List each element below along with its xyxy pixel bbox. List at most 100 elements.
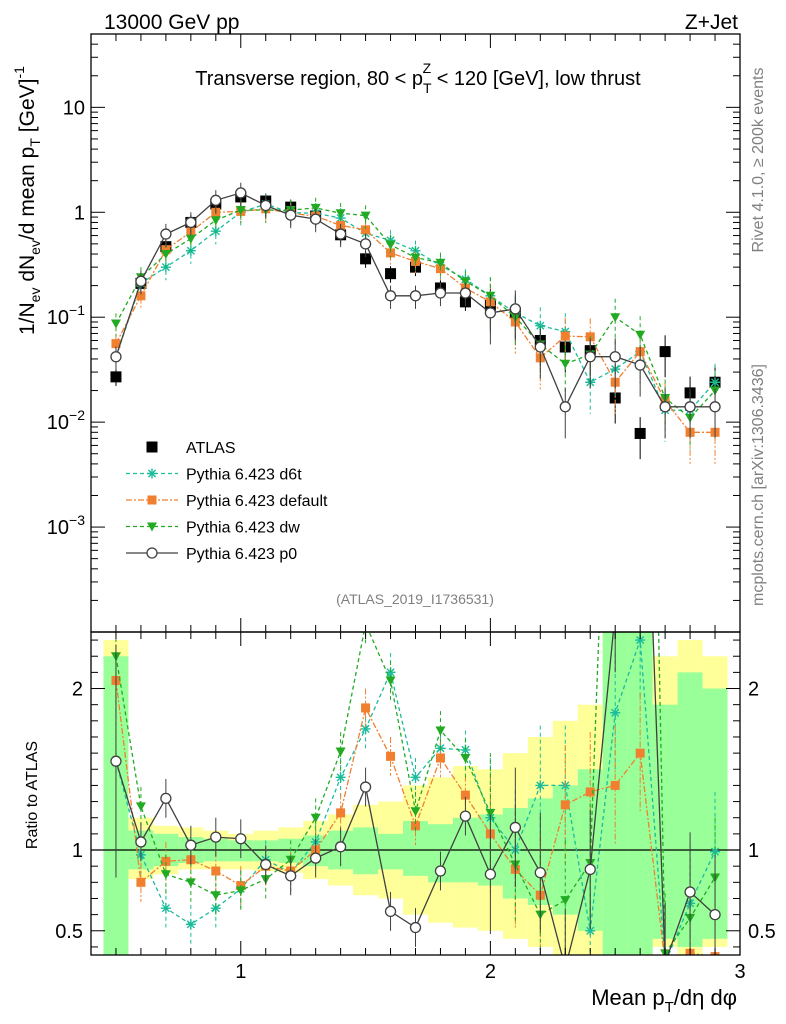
- top-left-label: 13000 GeV pp: [104, 11, 239, 34]
- data-point: [135, 275, 147, 287]
- data-point: [210, 216, 221, 226]
- ratio-point: [560, 800, 570, 810]
- ratio-point: [334, 841, 347, 853]
- ratio-point: [160, 870, 171, 880]
- ratio-point: [409, 921, 422, 934]
- series-triangle: [110, 197, 721, 450]
- ratio-point: [135, 836, 147, 848]
- data-point: [160, 250, 171, 260]
- data-point: [385, 268, 397, 280]
- main-series-group: [110, 182, 721, 464]
- ratio-point: [411, 821, 420, 831]
- data-point: [310, 213, 322, 225]
- data-point: [634, 427, 646, 439]
- data-point: [360, 211, 371, 221]
- data-point: [161, 245, 171, 255]
- rivet-version-label: Rivet 4.1.0, ≥ 200k events: [750, 68, 767, 253]
- data-point: [410, 253, 421, 263]
- ratio-point: [136, 877, 146, 887]
- ratio-point: [310, 813, 321, 823]
- ratio-y-tick-label-right: 0.5: [748, 921, 776, 943]
- data-point: [160, 228, 172, 240]
- data-point: [110, 319, 121, 329]
- data-point: [110, 371, 122, 383]
- ratio-point: [359, 781, 372, 793]
- data-point: [535, 320, 546, 331]
- ratio-point: [285, 870, 297, 882]
- series-square: [111, 198, 720, 464]
- ratio-y-tick-label: 0.5: [55, 921, 83, 943]
- data-point: [709, 401, 721, 413]
- legend-entry: ATLAS: [146, 440, 236, 457]
- data-point: [136, 291, 146, 301]
- data-point: [335, 209, 346, 219]
- series-data: [110, 189, 721, 460]
- data-point: [659, 346, 671, 358]
- legend-entry: Pythia 6.423 p0: [126, 546, 297, 563]
- data-point: [310, 203, 321, 213]
- x-tick-label: 1: [235, 961, 246, 983]
- ratio-point: [635, 635, 646, 646]
- ratio-point: [435, 726, 446, 736]
- data-point: [360, 253, 372, 265]
- x-tick-label: 2: [485, 961, 496, 983]
- ratio-point: [361, 703, 371, 713]
- ratio-y-tick-label: 2: [72, 679, 83, 701]
- ratio-point: [310, 852, 322, 864]
- legend-marker: [147, 495, 157, 505]
- ratio-point: [709, 908, 721, 921]
- ratio-point: [460, 753, 471, 763]
- ratio-point: [385, 667, 396, 678]
- ratio-point: [584, 863, 596, 876]
- ratio-point: [386, 751, 396, 761]
- data-point: [434, 287, 447, 299]
- data-point: [285, 209, 297, 221]
- data-point: [560, 331, 570, 341]
- ratio-point: [610, 707, 621, 718]
- y-tick-label: 10−2: [47, 407, 85, 434]
- ratio-point: [434, 865, 447, 877]
- data-point: [634, 359, 646, 371]
- ratio-point: [260, 858, 272, 871]
- data-point: [509, 303, 521, 315]
- analysis-label: (ATLAS_2019_I1736531): [336, 591, 494, 607]
- data-point: [260, 199, 272, 212]
- ratio-point: [211, 866, 221, 876]
- data-point: [384, 290, 397, 302]
- series-circle: [110, 182, 721, 439]
- ratio-point: [210, 831, 222, 843]
- legend-label: Pythia 6.423 d6t: [186, 467, 302, 484]
- y-tick-label: 1: [74, 202, 85, 224]
- ratio-point: [335, 772, 346, 783]
- ratio-point: [185, 839, 197, 851]
- x-tick-label: 3: [734, 961, 745, 983]
- ratio-point: [235, 886, 246, 896]
- y-tick-label: 10: [63, 97, 85, 119]
- ratio-point: [585, 787, 595, 797]
- legend-entry: Pythia 6.423 dw: [126, 520, 300, 537]
- ratio-point: [210, 891, 221, 901]
- data-point: [235, 187, 247, 199]
- data-point: [484, 307, 497, 319]
- green-band-bin: [602, 632, 628, 955]
- legend-label: Pythia 6.423 default: [186, 493, 328, 510]
- ratio-point: [110, 755, 122, 767]
- data-point: [559, 401, 571, 413]
- legend-entry: Pythia 6.423 default: [126, 493, 328, 510]
- data-point: [385, 240, 396, 250]
- ratio-point: [635, 748, 645, 758]
- ratio-point: [509, 821, 521, 834]
- ratio-point: [710, 846, 721, 857]
- top-right-label: Z+Jet: [685, 11, 738, 34]
- data-point: [334, 228, 347, 240]
- data-point: [111, 339, 121, 349]
- data-point: [534, 341, 546, 353]
- data-point: [610, 313, 621, 323]
- legend-marker: [147, 468, 157, 479]
- data-point: [459, 287, 472, 299]
- data-point: [609, 392, 621, 404]
- data-point: [435, 258, 446, 268]
- ratio-point: [435, 753, 445, 763]
- ratio-point: [160, 792, 172, 804]
- ratio-point: [185, 878, 196, 888]
